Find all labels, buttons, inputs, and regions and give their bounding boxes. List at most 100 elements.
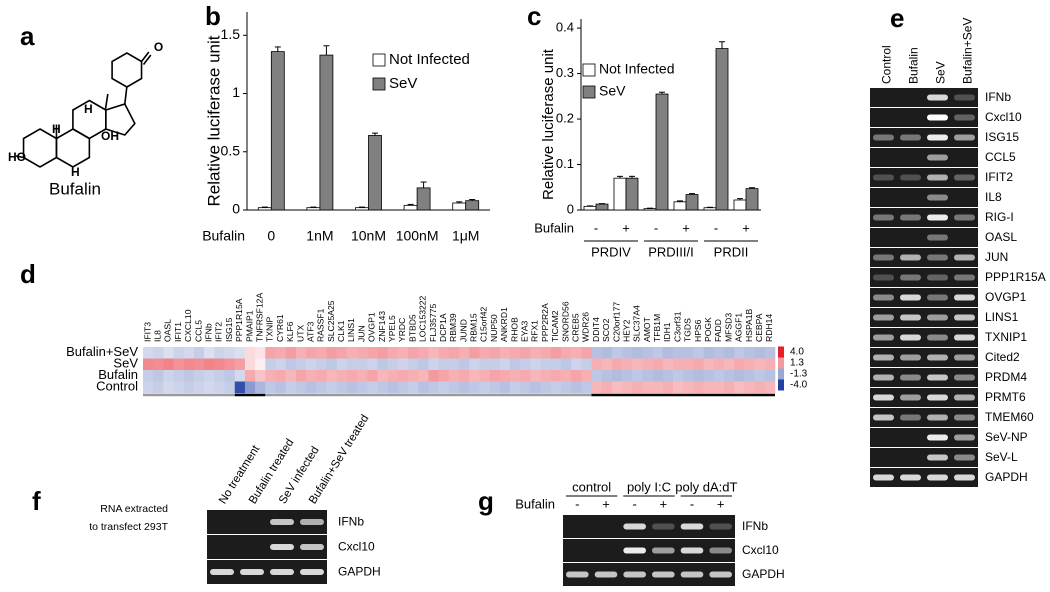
heat-cell	[581, 358, 592, 371]
x-tick-label: +	[742, 220, 750, 235]
gene-label: ANKRD1	[499, 307, 509, 342]
gene-label: FADD	[713, 319, 723, 342]
gene-label: LINS1	[346, 318, 356, 342]
x-tick-label: -	[714, 220, 718, 235]
heat-cell	[204, 347, 215, 359]
heat-cell	[652, 358, 664, 371]
heat-cell	[255, 347, 266, 359]
heat-cell	[387, 370, 399, 382]
panel-letter: d	[20, 259, 36, 289]
heat-cell	[622, 381, 633, 394]
heat-cell	[408, 381, 419, 394]
heat-cell	[622, 358, 633, 371]
gene-label: C15orf42	[479, 306, 489, 342]
heat-cell	[295, 358, 307, 371]
heat-cell	[387, 381, 399, 394]
heat-cell	[499, 358, 511, 371]
gel-band	[873, 354, 894, 361]
gene-label: SeV-NP	[985, 430, 1028, 444]
x-axis-label: Bufalin	[202, 228, 245, 244]
bar	[685, 194, 699, 211]
gene-label: PPP1R15A	[234, 298, 244, 342]
heat-cell	[754, 370, 766, 382]
note: to transfect 293T	[89, 521, 168, 533]
heat-cell	[143, 381, 154, 394]
x-tick-label: -	[654, 220, 658, 235]
gel-row	[563, 539, 735, 562]
heat-cell	[357, 370, 368, 382]
heat-cell	[346, 347, 358, 359]
gel-band	[954, 94, 975, 101]
bar	[703, 207, 717, 211]
row-label: SeV	[113, 356, 138, 371]
gel-row	[870, 228, 978, 247]
heat-cell	[632, 347, 643, 359]
gel-band	[680, 571, 704, 578]
gel-band	[927, 254, 948, 261]
heat-cell	[744, 347, 755, 359]
gene-label: BTBD5	[407, 314, 417, 342]
heat-cell	[438, 358, 450, 371]
heat-cell	[611, 370, 623, 382]
heat-cell	[306, 381, 317, 394]
ring	[111, 52, 143, 88]
heat-cell	[713, 347, 725, 359]
heat-cell	[316, 358, 327, 371]
gel-band	[873, 254, 894, 261]
heat-cell	[295, 370, 307, 382]
y-tick-label: 0	[232, 201, 240, 217]
heat-cell	[153, 381, 164, 394]
bar	[595, 203, 609, 211]
gel-band	[927, 314, 948, 321]
heat-cell	[336, 347, 348, 359]
gel-row	[870, 128, 978, 147]
heat-cell	[520, 381, 531, 394]
heat-cell	[244, 370, 256, 382]
gel-band	[300, 519, 324, 525]
gel-band	[873, 474, 894, 481]
gel-band	[954, 134, 975, 141]
gene-label: AGGF1	[734, 313, 744, 342]
heat-cell	[734, 370, 745, 382]
heat-cell	[673, 381, 684, 394]
gene-label: IFIT1	[173, 322, 183, 342]
panel-letter: b	[205, 1, 221, 31]
gene-label: JUN	[985, 250, 1008, 264]
heat-cell	[143, 347, 154, 359]
bar	[643, 208, 657, 211]
heat-cell	[571, 381, 582, 394]
heat-cell	[571, 358, 582, 371]
gene-label: LOC153222	[418, 295, 428, 342]
heat-cell	[611, 347, 623, 359]
heat-cell	[744, 358, 755, 371]
heat-cell	[499, 381, 511, 394]
bond	[104, 93, 109, 111]
heat-cell	[428, 347, 439, 359]
note: RNA extracted	[100, 503, 168, 515]
gene-label: IFIT3	[142, 322, 152, 342]
lane-label: Bufalin+SeV treated	[307, 413, 372, 506]
row-label: Bufalin+SeV	[66, 344, 138, 359]
heat-cell	[418, 347, 429, 359]
bar	[319, 54, 334, 211]
heat-cell	[642, 358, 653, 371]
y-tick-label: 0.2	[556, 110, 574, 125]
colorbar-label: -1.3	[790, 369, 808, 380]
gel-band	[927, 234, 948, 241]
gene-label: RIG-I	[985, 210, 1014, 224]
heat-cell	[377, 347, 388, 359]
heat-cell	[601, 347, 613, 359]
heat-cell	[367, 381, 378, 394]
heat-cell	[336, 370, 348, 382]
legend-swatch	[582, 63, 596, 77]
gel-row	[563, 515, 735, 538]
gene-label: IFIT2	[214, 322, 224, 342]
heat-cell	[285, 347, 297, 359]
heat-cell	[662, 381, 674, 394]
heat-cell	[530, 381, 541, 394]
heat-cell	[143, 358, 154, 371]
gene-label: IFNb	[985, 90, 1011, 104]
gene-label: MFSD3	[723, 313, 733, 342]
group-label: PRDII	[714, 244, 749, 259]
heat-cell	[652, 381, 664, 394]
